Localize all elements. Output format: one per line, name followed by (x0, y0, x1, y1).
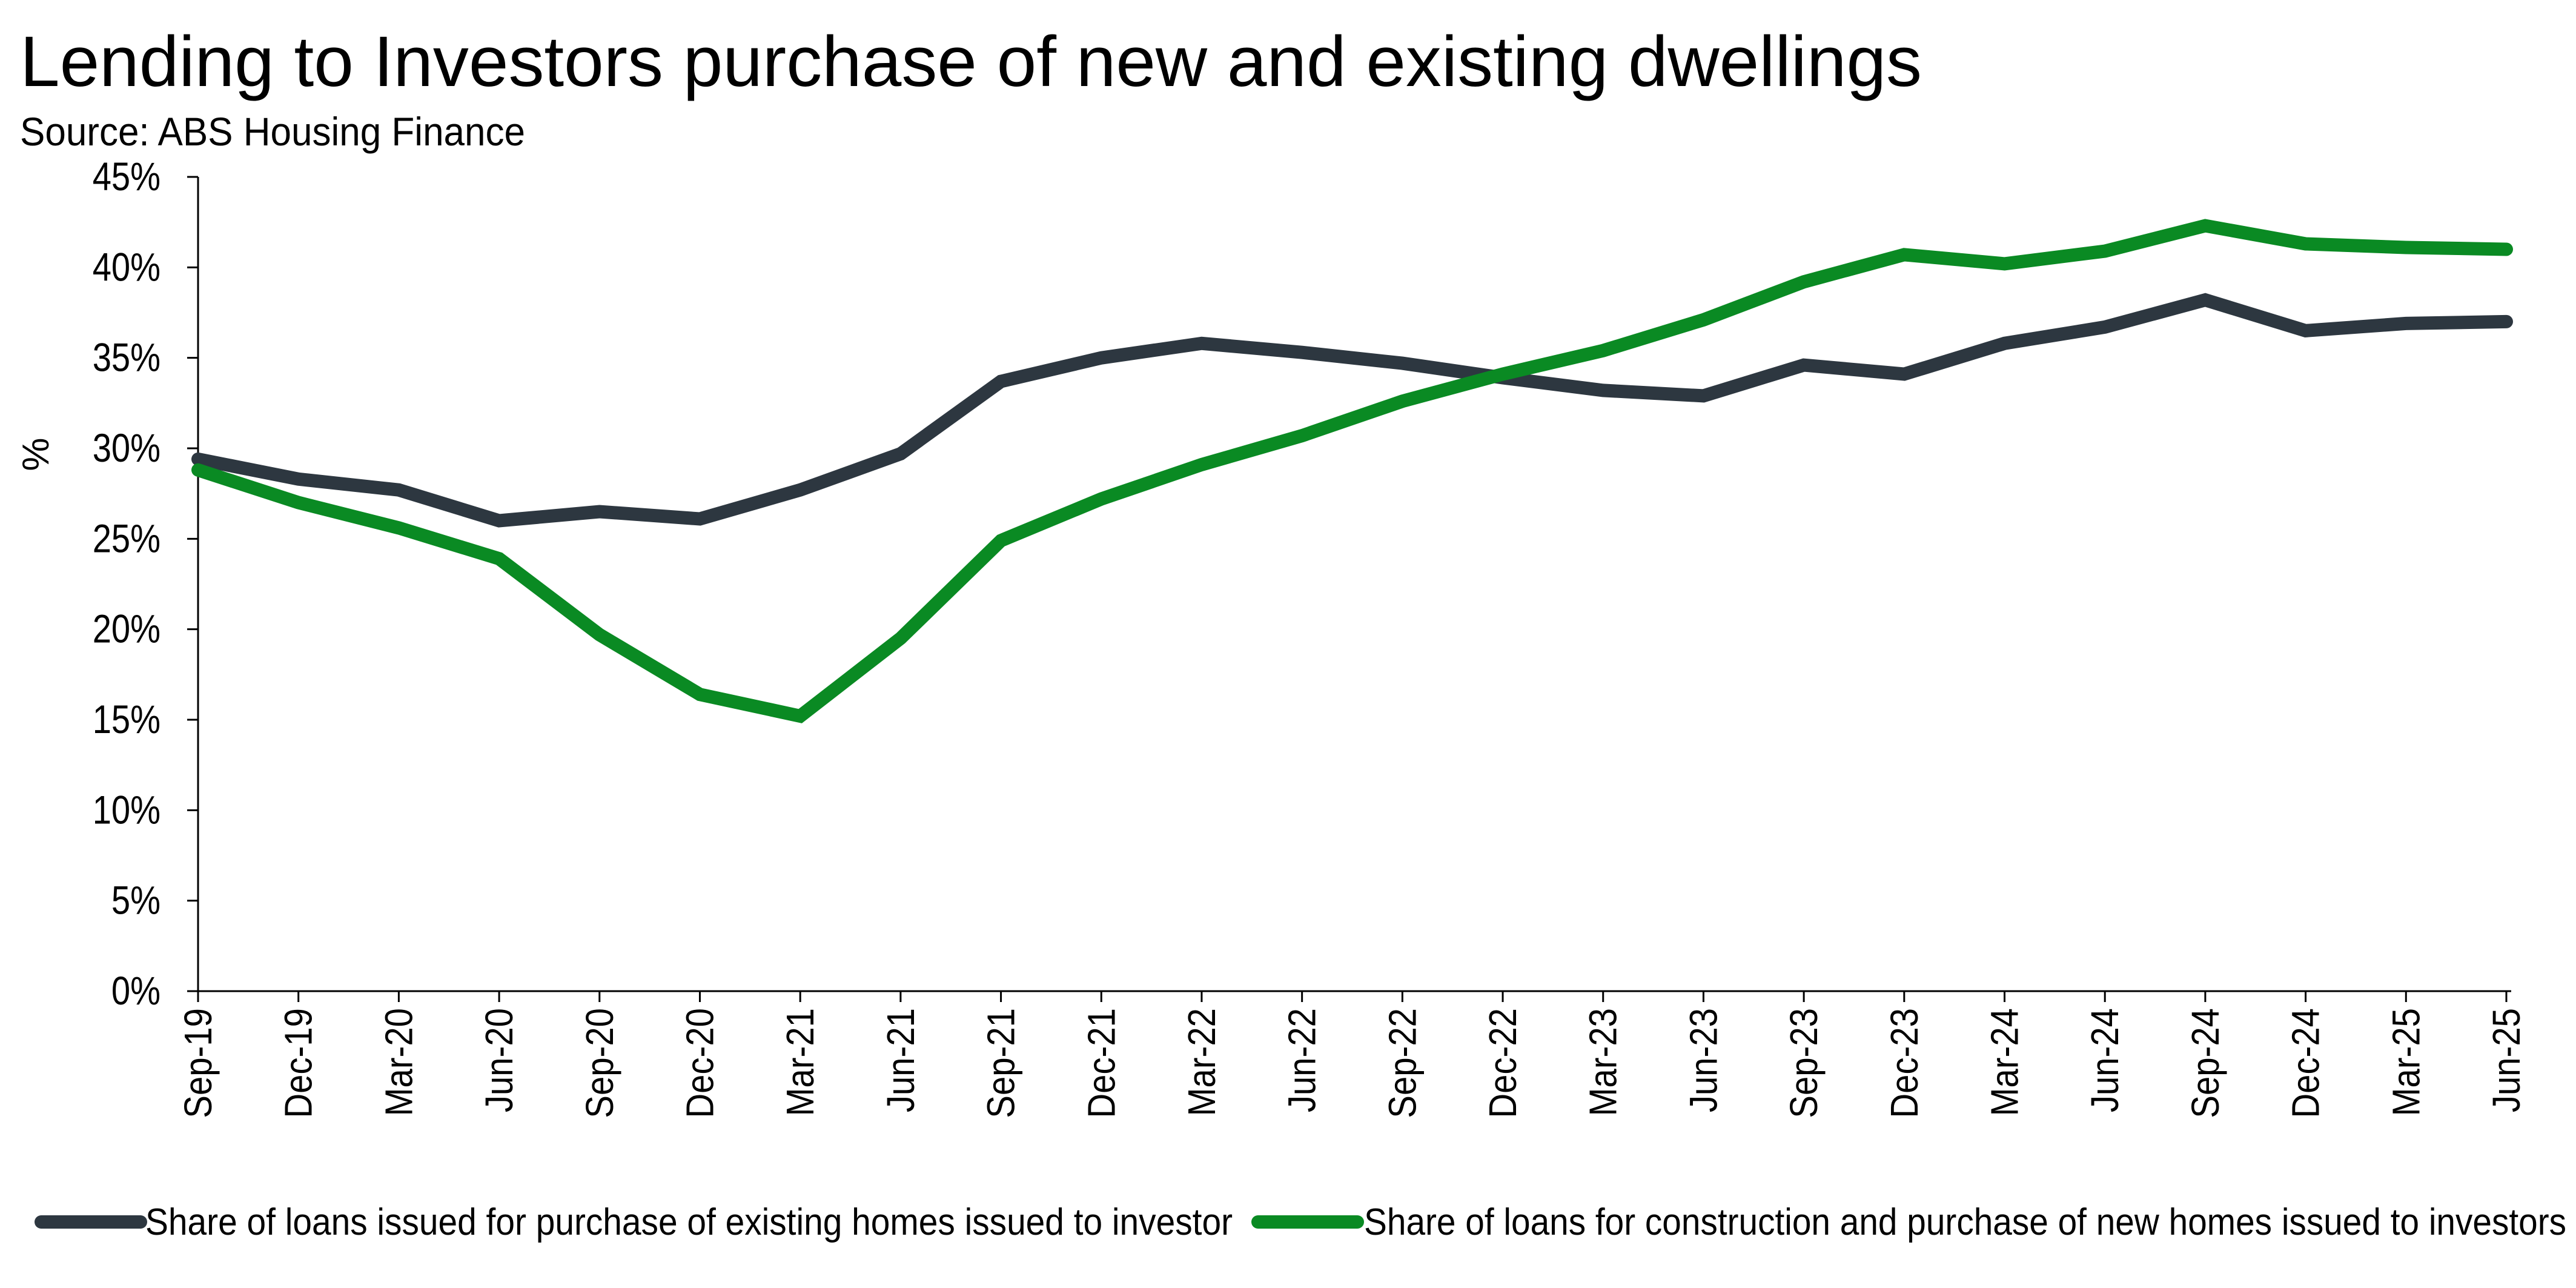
y-tick-label: 45% (93, 154, 161, 199)
x-tick-label: Mar-23 (1581, 1008, 1624, 1116)
y-axis-label: % (15, 437, 57, 471)
x-tick-label: Sep-20 (577, 1008, 621, 1118)
x-tick-label: Sep-24 (2184, 1008, 2227, 1118)
y-tick-label: 20% (93, 606, 161, 651)
x-tick-label: Jun-24 (2083, 1008, 2127, 1112)
x-tick-label: Mar-25 (2384, 1008, 2428, 1116)
x-tick-label: Sep-22 (1380, 1008, 1424, 1118)
x-tick-label: Dec-19 (276, 1008, 320, 1118)
x-tick-label: Jun-25 (2485, 1008, 2528, 1112)
x-tick-label: Dec-20 (678, 1008, 721, 1118)
series-line-1 (191, 293, 2513, 528)
chart-subtitle: Source: ABS Housing Finance (20, 109, 525, 154)
x-tick-label: Mar-21 (778, 1008, 822, 1116)
x-tick-label: Jun-23 (1681, 1008, 1725, 1112)
x-tick-label: Mar-22 (1180, 1008, 1223, 1116)
legend-label-1: Share of loans issued for purchase of ex… (145, 1201, 1233, 1243)
x-tick-label: Jun-21 (878, 1008, 922, 1112)
x-tick-label: Sep-19 (176, 1008, 220, 1118)
x-tick-label: Dec-21 (1079, 1008, 1123, 1118)
y-tick-label: 0% (111, 969, 161, 1013)
y-tick-label: 15% (93, 697, 161, 742)
chart-title: Lending to Investors purchase of new and… (20, 22, 1922, 102)
x-tick-label: Jun-22 (1280, 1008, 1323, 1112)
y-tick-label: 5% (111, 878, 161, 922)
y-tick-label: 40% (93, 245, 161, 289)
y-tick-label: 35% (93, 335, 161, 379)
y-tick-label: 25% (93, 516, 161, 560)
x-tick-label: Mar-20 (377, 1008, 420, 1116)
y-tick-label: 10% (93, 788, 161, 832)
x-tick-label: Dec-22 (1481, 1008, 1525, 1118)
x-tick-label: Dec-23 (1882, 1008, 1925, 1118)
x-tick-label: Sep-23 (1782, 1008, 1826, 1118)
x-tick-label: Mar-24 (1982, 1008, 2026, 1116)
legend-label-2: Share of loans for construction and purc… (1364, 1201, 2566, 1243)
x-tick-label: Dec-24 (2283, 1008, 2327, 1118)
y-tick-label: 30% (93, 426, 161, 470)
x-tick-label: Jun-20 (477, 1008, 521, 1112)
x-tick-label: Sep-21 (979, 1008, 1022, 1118)
series-line-2 (191, 219, 2513, 723)
